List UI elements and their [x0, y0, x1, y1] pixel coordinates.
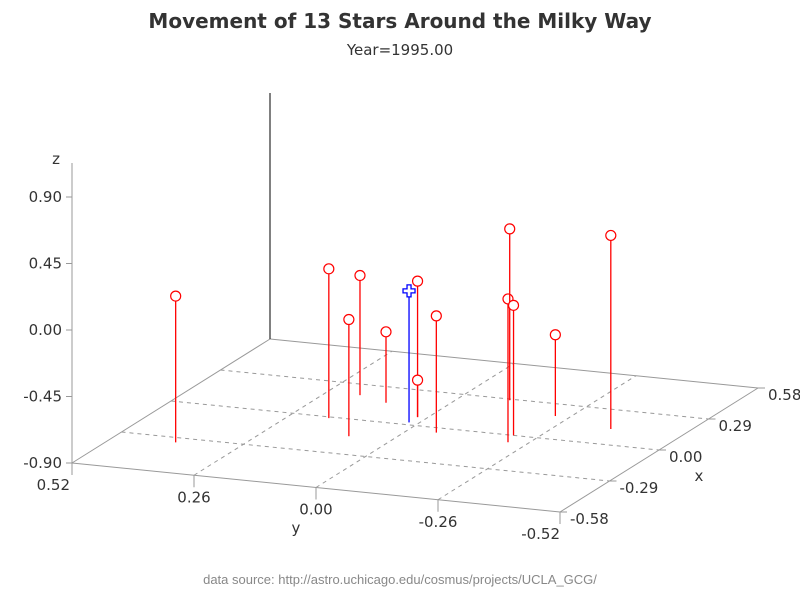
star-marker: [323, 263, 335, 275]
grid-line-x: [121, 431, 610, 482]
z-tick-label: 0.00: [29, 321, 62, 339]
star-marker: [504, 223, 516, 235]
star-marker: [549, 329, 561, 341]
x-tick-label: 0.58: [768, 386, 800, 404]
star-marker: [380, 326, 392, 338]
y-tick-label: -0.26: [419, 513, 458, 531]
grid-line-x: [220, 369, 709, 420]
star-marker: [507, 299, 520, 311]
star-marker: [605, 229, 617, 242]
y-tick-label: 0.52: [37, 476, 70, 494]
z-tick-label: -0.45: [23, 388, 62, 406]
y-tick-label: 0.26: [177, 488, 210, 506]
x-tick-label: 0.00: [669, 448, 702, 466]
x-tick-label: -0.29: [620, 479, 659, 497]
star-marker: [430, 310, 442, 322]
y-axis-label: y: [292, 519, 301, 537]
star-marker: [343, 313, 355, 326]
star-marker: [411, 374, 424, 386]
chart-title: Movement of 13 Stars Around the Milky Wa…: [148, 9, 652, 33]
y-tick-label: 0.00: [299, 501, 332, 519]
star-marker: [170, 290, 182, 302]
z-tick-label: 0.90: [29, 188, 62, 206]
star-marker: [411, 275, 424, 287]
chart-subtitle: Year=1995.00: [346, 41, 454, 59]
data-source-footnote: data source: http://astro.uchicago.edu/c…: [203, 572, 597, 587]
z-axis-label: z: [52, 150, 60, 168]
star-marker: [354, 269, 366, 282]
grid-line-y: [193, 350, 393, 476]
z-tick-label: 0.45: [29, 255, 62, 273]
grid-line-x: [170, 400, 660, 451]
y-tick-label: -0.52: [521, 525, 560, 543]
grid-line-y: [315, 363, 515, 488]
x-tick-label: 0.29: [719, 417, 752, 435]
x-tick-label: -0.58: [570, 510, 609, 528]
x-axis-label: x: [695, 467, 704, 485]
grid-line-y: [437, 375, 637, 501]
z-tick-label: -0.90: [23, 454, 62, 472]
center-plus-marker: [402, 284, 416, 298]
